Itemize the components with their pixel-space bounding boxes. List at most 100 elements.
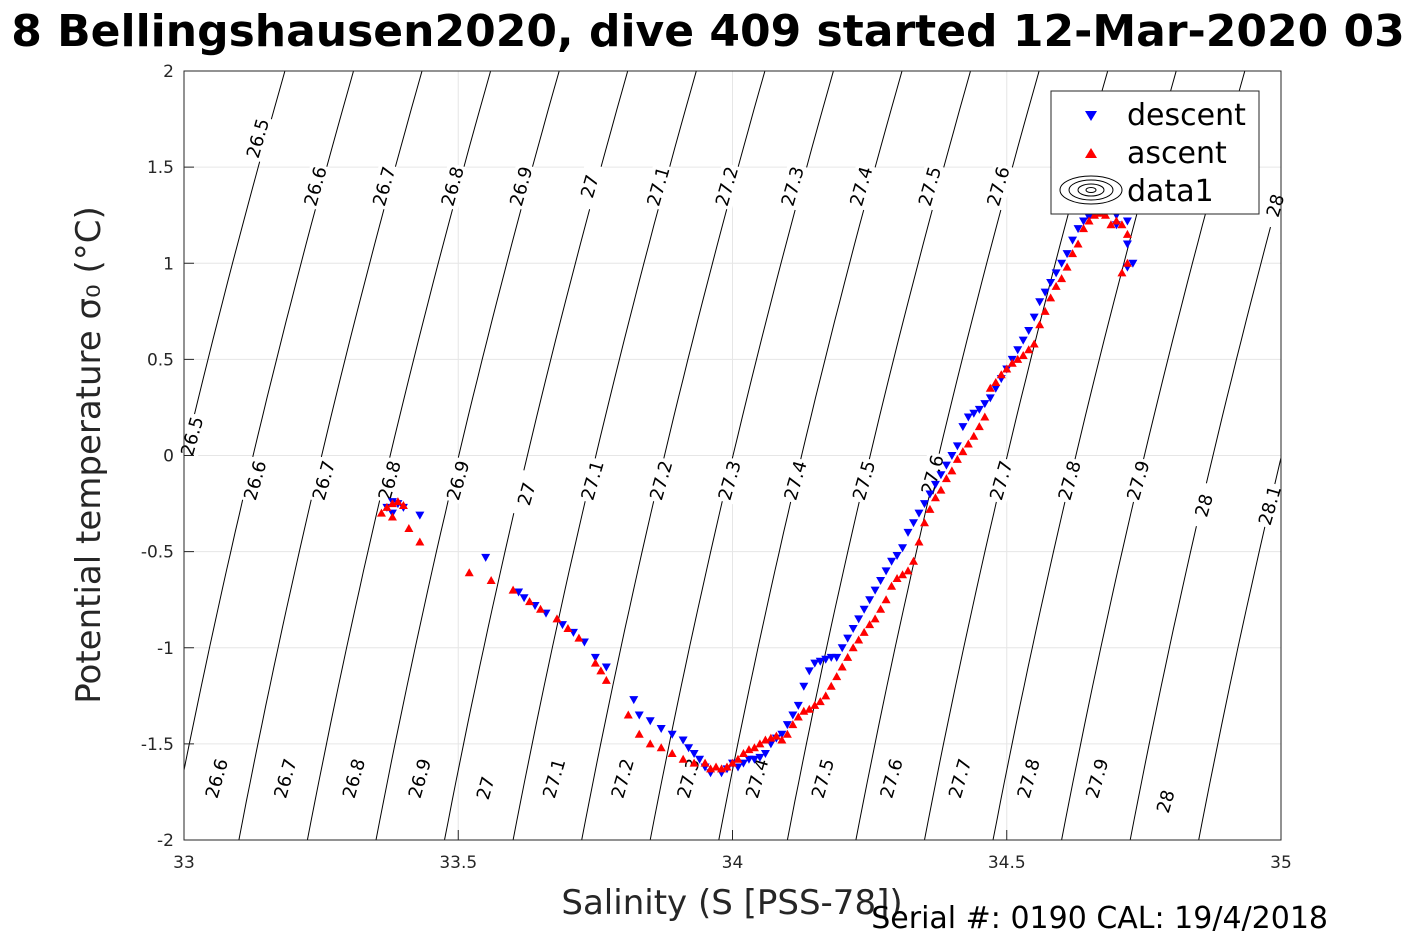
ascent-point [722, 762, 732, 771]
descent-point [1073, 225, 1083, 234]
descent-point [678, 736, 688, 745]
ascent-point [985, 383, 995, 392]
contour-label: 27.4 [778, 456, 813, 505]
ascent-point [1084, 216, 1094, 225]
ascent-point [854, 635, 864, 644]
descent-point [909, 519, 919, 528]
contour-label-bg [778, 456, 813, 505]
ascent-point [678, 754, 688, 763]
descent-point [1068, 236, 1078, 245]
ascent-point [788, 720, 798, 729]
ascent-point [700, 758, 710, 767]
ascent-point [563, 624, 573, 633]
y-tick-label: 2 [163, 62, 174, 82]
legend[interactable]: descent ascent data1 [1050, 90, 1260, 215]
ascent-point [947, 466, 957, 475]
descent-point [629, 696, 639, 705]
ascent-point [1035, 320, 1045, 329]
descent-point [695, 755, 705, 764]
ascent-point [1002, 364, 1012, 373]
ascent-point [1062, 262, 1072, 271]
descent-point [958, 423, 968, 432]
ascent-point [914, 537, 924, 546]
ascent-point [876, 604, 886, 613]
descent-point [1018, 336, 1028, 345]
ascent-point [815, 697, 825, 706]
legend-ascent: ascent [1127, 136, 1227, 171]
descent-point [601, 663, 611, 672]
contour-label-bg [241, 114, 275, 163]
descent-point [1057, 259, 1067, 268]
contour-label-bg [1258, 181, 1293, 230]
descent-point [1040, 288, 1050, 297]
ascent-point [1090, 210, 1100, 219]
y-axis-ticks: -2 -1.5 -1 -0.5 0 0.5 1 1.5 2 [141, 62, 194, 851]
ascent-point [376, 508, 386, 517]
ascent-point [1057, 274, 1067, 283]
contour-label-bg [238, 456, 272, 505]
contour-label-bg [436, 162, 470, 211]
contour-label-bg [367, 162, 401, 211]
serial-footer: Serial #: 0190 CAL: 19/4/2018 [871, 901, 1328, 936]
descent-point [936, 471, 946, 480]
descent-marker-icon [1085, 111, 1097, 121]
ascent-point [782, 729, 792, 738]
descent-point [804, 667, 814, 676]
ascent-point [536, 604, 546, 613]
contour-label-bg [1187, 481, 1221, 530]
x-axis-ticks: 33 33.5 34 34.5 35 [173, 830, 1292, 873]
ascent-point [1029, 339, 1039, 348]
ascent-point [744, 745, 754, 754]
contour-label-bg [1080, 754, 1114, 803]
ascent-point [486, 575, 496, 584]
ascent-point [1046, 293, 1056, 302]
descent-point [689, 749, 699, 758]
ascent-point [1122, 229, 1132, 238]
descent-point [887, 557, 897, 566]
ascent-point [958, 447, 968, 456]
descent-point [837, 644, 847, 653]
y-tick-label: -1 [157, 639, 174, 659]
ascent-point [766, 733, 776, 742]
descent-point [881, 567, 891, 576]
ascent-point [711, 762, 721, 771]
ascent-point [623, 710, 633, 719]
contour-label-bg [469, 763, 503, 813]
ascent-point [634, 729, 644, 738]
y-tick-label: -2 [157, 831, 174, 851]
descent-point [941, 461, 951, 470]
descent-point [865, 596, 875, 605]
ascent-point [870, 614, 880, 623]
ascent-point [667, 748, 677, 757]
descent-point [919, 500, 929, 509]
contour-line [1129, 185, 1281, 840]
descent-point [810, 659, 820, 668]
x-tick-label: 33 [173, 853, 195, 873]
contour-label-bg [268, 754, 303, 803]
ascent-point [645, 739, 655, 748]
descent-point [963, 413, 973, 422]
contour-label-bg [403, 754, 437, 803]
descent-point [876, 576, 886, 585]
contour-label: 28 [1258, 181, 1293, 230]
y-tick-label: -1.5 [141, 735, 174, 755]
contour-label-bg [373, 456, 407, 505]
descent-point [969, 409, 979, 418]
contour-label: 27.7 [943, 754, 977, 803]
descent-point [744, 755, 754, 764]
descent-point [1013, 346, 1023, 355]
descent-point [1051, 269, 1061, 278]
contour-label-bg [776, 162, 810, 211]
descent-point [1029, 313, 1039, 322]
descent-point [788, 711, 798, 720]
ascent-point [387, 512, 397, 521]
descent-point [799, 682, 809, 691]
ascent-point [706, 764, 716, 773]
descent-point [634, 711, 644, 720]
ascent-marker-icon [1085, 148, 1097, 158]
ascent-point [415, 537, 425, 546]
descent-point [782, 721, 792, 730]
ascent-point [1007, 358, 1017, 367]
ascent-point [755, 739, 765, 748]
ascent-point [996, 370, 1006, 379]
